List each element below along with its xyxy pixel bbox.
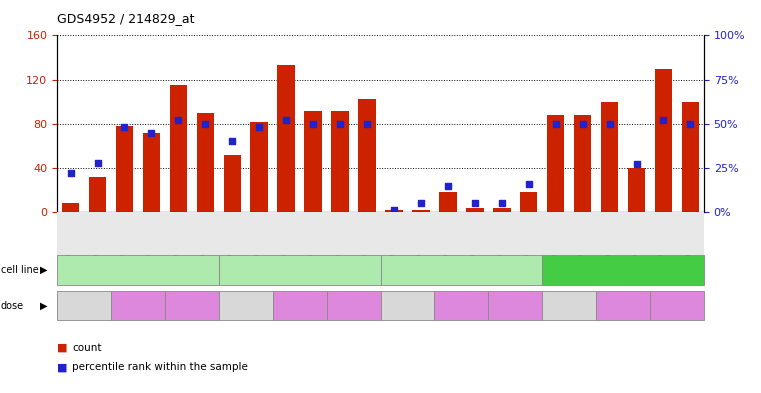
Bar [358,99,376,212]
Bar [466,208,483,212]
Bar [170,85,187,212]
Point [172,117,184,123]
Bar [412,210,430,212]
Text: 10 uM: 10 uM [178,301,205,310]
Point [280,117,292,123]
Bar [62,204,79,212]
Text: ■: ■ [57,343,68,353]
Point [388,208,400,214]
Text: VCAP: VCAP [608,265,638,275]
Text: control: control [392,301,423,310]
Point [495,200,508,207]
Text: 10 uM: 10 uM [339,301,368,310]
Text: ▶: ▶ [40,301,47,310]
Bar [574,115,591,212]
Text: control: control [68,301,100,310]
Text: 0.5 uM: 0.5 uM [608,301,638,310]
Point [226,138,238,145]
Text: control: control [553,301,585,310]
Text: GDS4952 / 214829_at: GDS4952 / 214829_at [57,12,195,25]
Bar [196,113,214,212]
Bar [547,115,565,212]
Point [469,200,481,207]
Text: PC3: PC3 [451,265,472,275]
Text: percentile rank within the sample: percentile rank within the sample [72,362,248,373]
Bar [682,102,699,212]
Point [603,121,616,127]
Point [253,124,266,130]
Bar [601,102,619,212]
Text: LNCAP: LNCAP [119,265,156,275]
Point [119,124,131,130]
Bar [654,68,672,212]
Text: 0.5 uM: 0.5 uM [123,301,153,310]
Bar [304,110,322,212]
Bar [224,155,241,212]
Text: ▶: ▶ [40,265,47,275]
Bar [250,121,268,212]
Text: cell line: cell line [1,265,39,275]
Point [630,161,642,167]
Text: count: count [72,343,102,353]
Point [549,121,562,127]
Point [91,160,103,166]
Text: NCIH660: NCIH660 [275,265,324,275]
Bar [116,126,133,212]
Bar [385,210,403,212]
Bar [493,208,511,212]
Bar [331,110,349,212]
Bar [439,192,457,212]
Text: control: control [230,301,262,310]
Point [658,117,670,123]
Bar [142,132,160,212]
Bar [628,168,645,212]
Point [65,170,77,176]
Bar [278,65,295,212]
Text: 0.5 uM: 0.5 uM [446,301,476,310]
Point [415,200,427,207]
Text: 10 uM: 10 uM [663,301,691,310]
Point [442,182,454,189]
Bar [520,192,537,212]
Point [361,121,373,127]
Point [577,121,589,127]
Text: ■: ■ [57,362,68,373]
Bar [89,177,107,212]
Text: 0.5 uM: 0.5 uM [285,301,315,310]
Point [334,121,346,127]
Point [684,121,696,127]
Point [307,121,319,127]
Text: 10 uM: 10 uM [501,301,529,310]
Text: dose: dose [1,301,24,310]
Point [199,121,212,127]
Point [145,129,158,136]
Point [523,181,535,187]
